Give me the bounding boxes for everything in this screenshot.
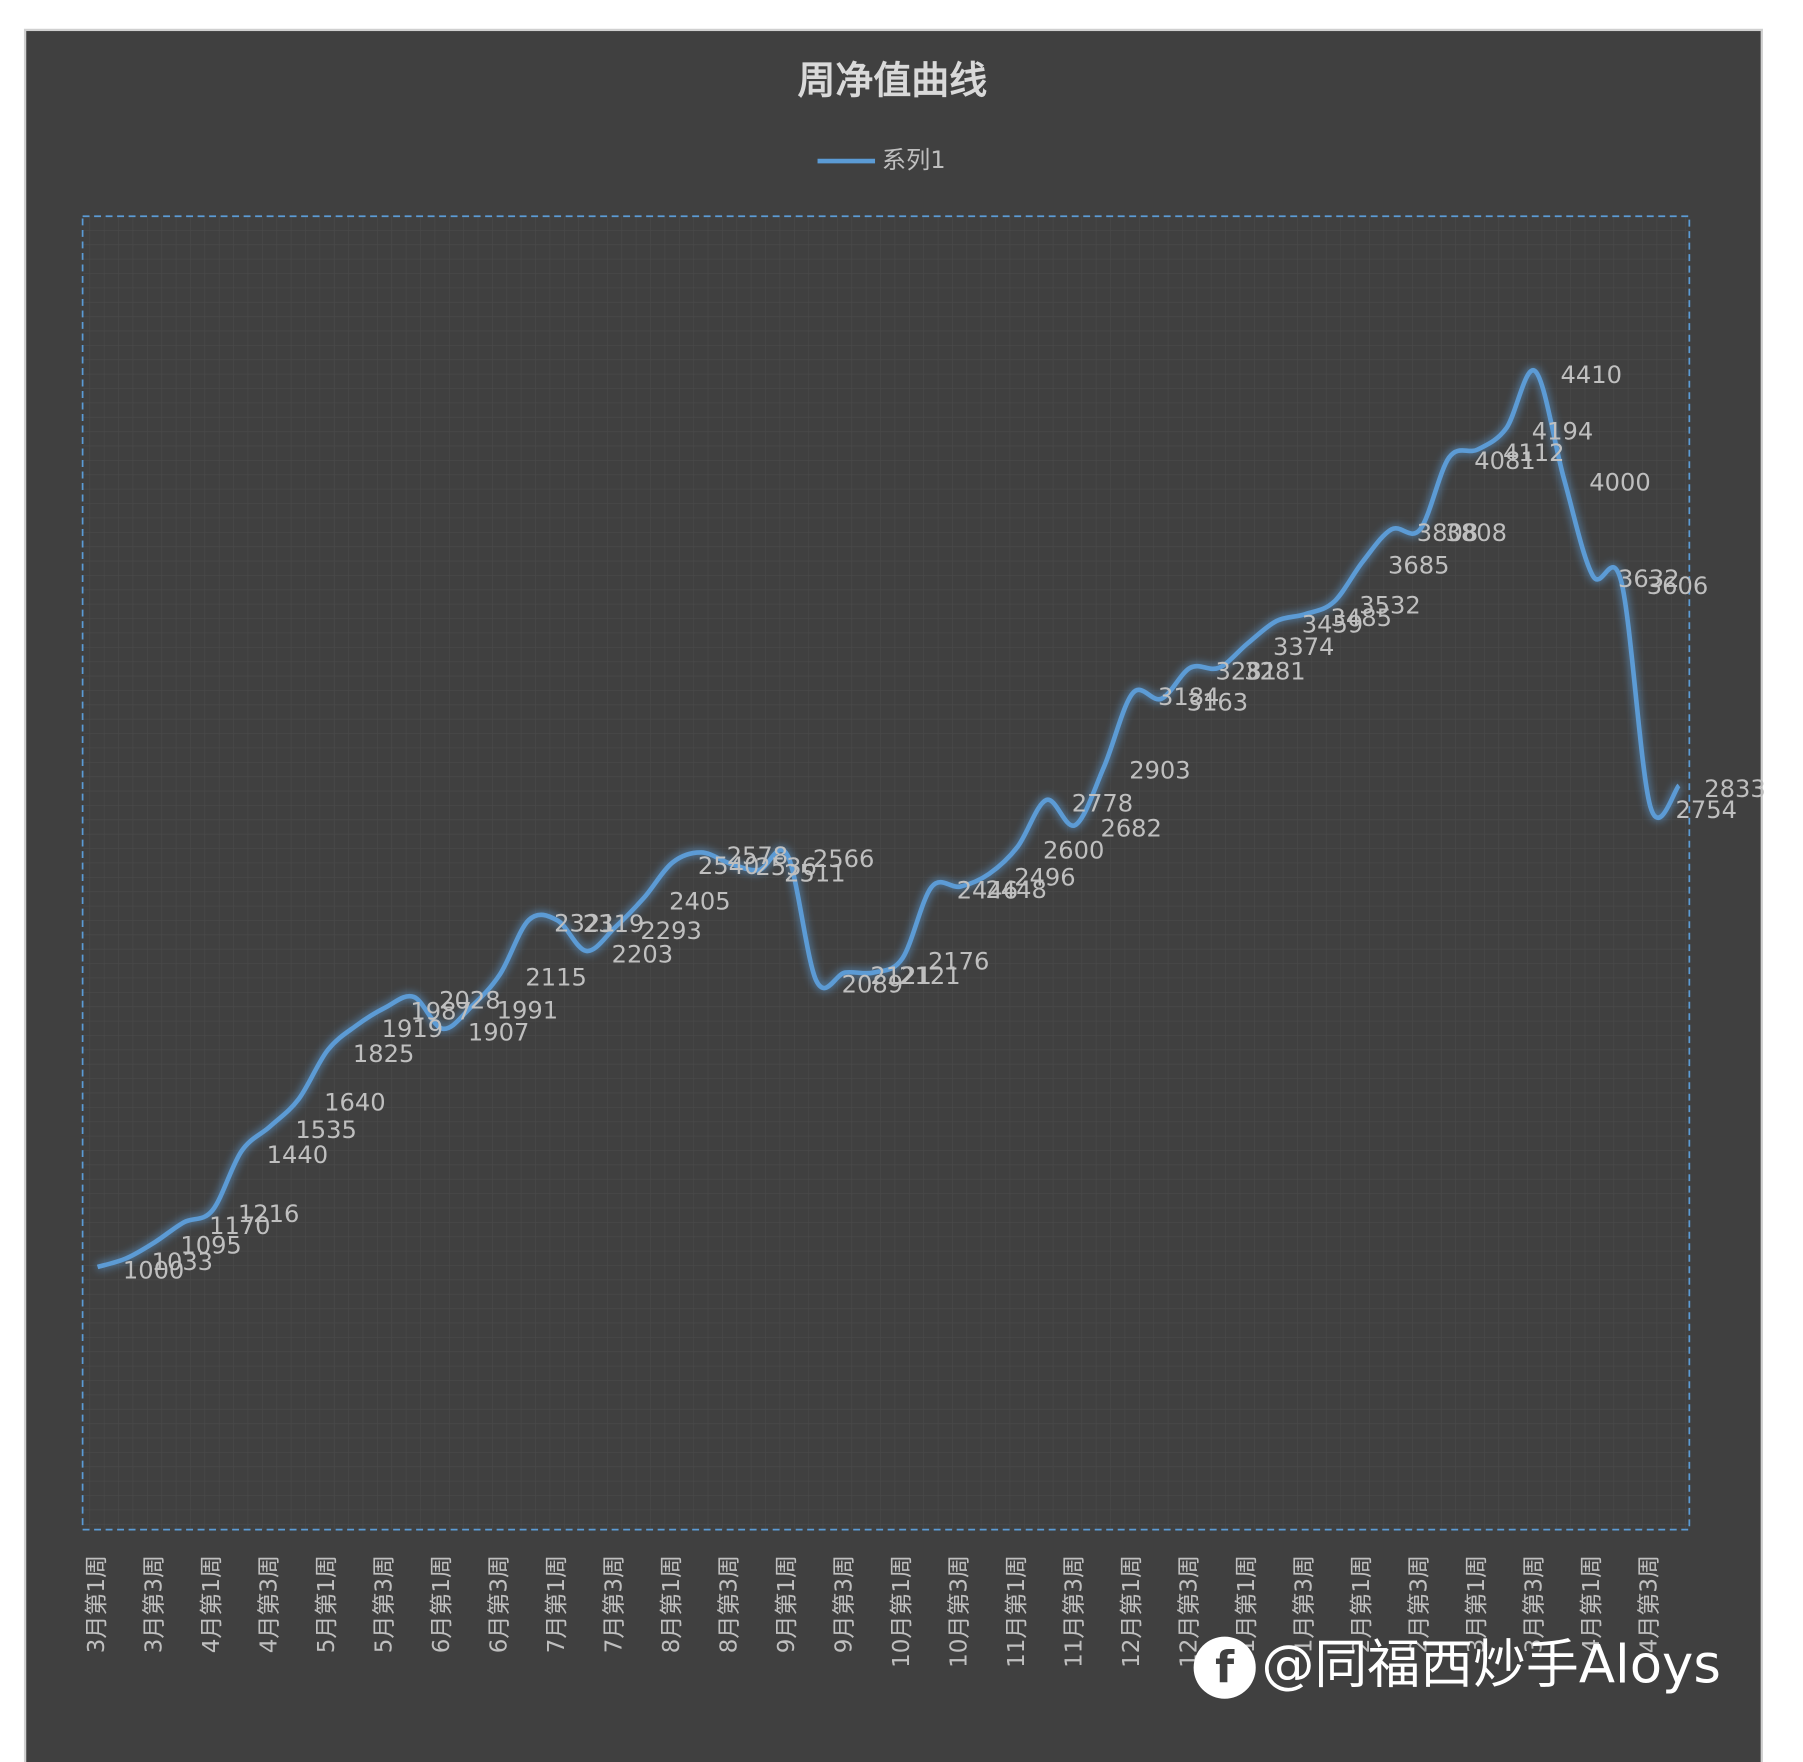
data-label: 3685 (1388, 551, 1449, 579)
data-label: 1440 (267, 1141, 328, 1169)
x-tick-label: 5月第3周 (372, 1555, 398, 1653)
x-tick-label: 11月第3周 (1062, 1555, 1088, 1668)
data-label: 3808 (1417, 519, 1478, 547)
data-label: 3606 (1647, 572, 1708, 600)
data-label: 3632 (1618, 565, 1679, 593)
data-label: 2089 (842, 971, 903, 999)
watermark-text: @同福西炒手Aloys (1261, 1634, 1720, 1695)
x-tick-label: 2月第3周 (1407, 1555, 1433, 1653)
data-label: 2578 (727, 842, 788, 870)
data-label: 1000 (123, 1257, 184, 1285)
data-label: 1640 (324, 1088, 385, 1116)
data-label: 1919 (382, 1015, 443, 1043)
data-label: 1825 (353, 1040, 414, 1068)
x-tick-label: 2月第1周 (1349, 1555, 1375, 1653)
x-tick-label: 1月第1周 (1234, 1555, 1260, 1653)
data-label: 1535 (295, 1116, 356, 1144)
data-label: 1216 (238, 1200, 299, 1228)
data-label: 2293 (640, 917, 701, 945)
data-label: 2121 (870, 962, 931, 990)
x-tick-label: 12月第3周 (1177, 1555, 1203, 1668)
data-label: 2511 (784, 860, 845, 888)
chart-title: 周净值曲线 (797, 58, 987, 102)
x-tick-label: 4月第3周 (257, 1555, 283, 1653)
data-label: 2778 (1072, 790, 1133, 818)
data-label: 2903 (1129, 757, 1190, 785)
data-label: 2600 (1043, 836, 1104, 864)
watermark: f @同福西炒手Aloys (1193, 1634, 1721, 1699)
x-tick-label: 4月第1周 (1579, 1555, 1605, 1653)
data-label: 2448 (985, 876, 1046, 904)
watermark-icon-glyph: f (1215, 1642, 1235, 1693)
data-label: 3532 (1359, 591, 1420, 619)
data-label: 2446 (957, 877, 1018, 905)
x-tick-label: 6月第3周 (487, 1555, 513, 1653)
data-label: 3808 (1446, 519, 1507, 547)
data-label: 1170 (209, 1212, 270, 1240)
data-label: 4410 (1561, 361, 1622, 389)
data-label: 2833 (1704, 775, 1765, 803)
data-label: 1991 (497, 996, 558, 1024)
data-label: 2121 (899, 962, 960, 990)
x-tick-label: 12月第1周 (1119, 1555, 1145, 1668)
x-tick-label: 11月第1周 (1004, 1555, 1030, 1668)
data-label: 4112 (1503, 439, 1564, 467)
x-tick-label: 7月第3周 (602, 1555, 628, 1653)
x-tick-label: 10月第3周 (947, 1555, 973, 1668)
x-tick-label: 10月第1周 (889, 1555, 915, 1668)
data-label: 4194 (1532, 418, 1593, 446)
data-label: 2405 (669, 888, 730, 916)
x-tick-label: 3月第1周 (84, 1555, 110, 1653)
data-label: 3281 (1244, 657, 1305, 685)
data-label: 3184 (1158, 683, 1219, 711)
data-label: 2176 (928, 948, 989, 976)
data-label: 2682 (1100, 815, 1161, 843)
plot-texture (82, 216, 1690, 1530)
x-tick-label: 9月第1周 (774, 1555, 800, 1653)
series-line (96, 368, 1681, 1270)
data-label: 2319 (583, 910, 644, 938)
data-label: 1907 (468, 1018, 529, 1046)
data-label: 2203 (612, 941, 673, 969)
x-tick-label: 3月第1周 (1464, 1555, 1490, 1653)
data-label: 4000 (1589, 469, 1650, 497)
x-tick-label: 6月第1周 (429, 1555, 455, 1653)
x-tick-label: 1月第3周 (1292, 1555, 1318, 1653)
data-label: 3163 (1187, 688, 1248, 716)
data-label: 2321 (554, 910, 615, 938)
x-tick-label: 4月第3周 (1637, 1555, 1663, 1653)
x-tick-label: 8月第1周 (659, 1555, 685, 1653)
x-tick-label: 5月第1周 (314, 1555, 340, 1653)
data-label: 2115 (525, 964, 586, 992)
data-label: 2536 (755, 853, 816, 881)
x-tick-label: 7月第1周 (544, 1555, 570, 1653)
data-label: 2566 (813, 845, 874, 873)
x-tick-label: 4月第1周 (199, 1555, 225, 1653)
data-label: 2754 (1676, 796, 1737, 824)
data-label: 3374 (1273, 633, 1334, 661)
data-label: 1033 (152, 1248, 213, 1276)
data-label: 4081 (1474, 447, 1535, 475)
data-label: 1987 (410, 997, 471, 1025)
watermark-icon (1193, 1636, 1256, 1699)
x-tick-label: 8月第3周 (717, 1555, 743, 1653)
data-label: 3459 (1302, 611, 1363, 639)
data-label: 3485 (1330, 604, 1391, 632)
data-label: 2540 (698, 852, 759, 880)
data-label: 2496 (1014, 864, 1075, 892)
x-tick-label: 3月第3周 (142, 1555, 168, 1653)
data-label: 1095 (180, 1232, 241, 1260)
data-label: 3281 (1215, 657, 1276, 685)
x-tick-label: 9月第3周 (832, 1555, 858, 1653)
data-label: 2028 (439, 987, 500, 1015)
x-tick-label: 3月第3周 (1522, 1555, 1548, 1653)
legend-label: 系列1 (882, 146, 946, 174)
